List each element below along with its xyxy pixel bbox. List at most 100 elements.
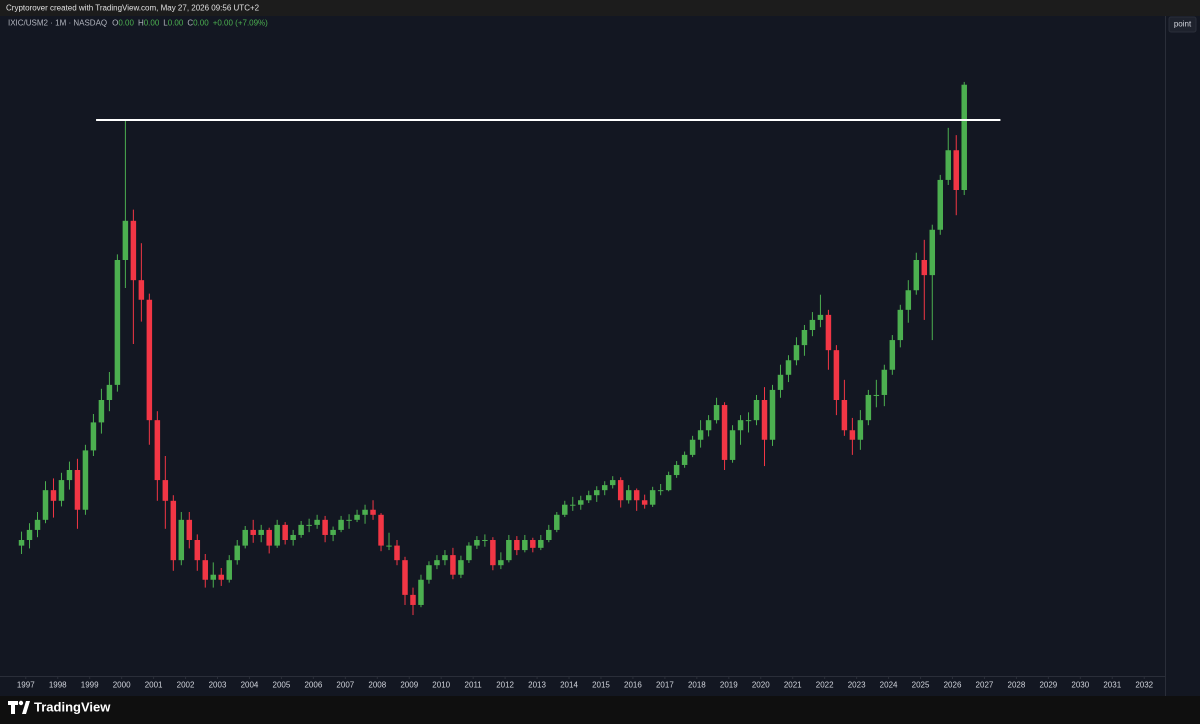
candle-body — [673, 464, 680, 476]
candle-body — [98, 400, 105, 423]
candle-body — [122, 220, 129, 260]
x-tick-label: 2004 — [241, 681, 259, 690]
candle-body — [554, 514, 560, 530]
x-tick-label: 2021 — [784, 681, 802, 690]
candle-body — [737, 420, 744, 431]
candle-body — [402, 560, 408, 595]
candle-body — [506, 540, 512, 561]
candle-body — [370, 509, 376, 515]
ohlc-label: C — [187, 19, 193, 28]
candle-body — [266, 529, 272, 546]
candle-body — [442, 555, 448, 561]
candle-body — [633, 490, 640, 501]
x-tick-label: 2025 — [912, 681, 930, 690]
candle-body — [42, 490, 49, 520]
x-tick-label: 1997 — [17, 681, 35, 690]
x-tick-label: 2007 — [336, 681, 354, 690]
x-tick-label: 2020 — [752, 681, 770, 690]
brand: TradingView — [34, 699, 111, 714]
candles — [18, 81, 967, 616]
candle-body — [50, 490, 57, 501]
x-tick-label: 2031 — [1103, 681, 1121, 690]
candle-body — [905, 290, 912, 310]
candle-body — [945, 150, 951, 180]
candle-body — [178, 519, 185, 561]
x-tick-label: 2030 — [1071, 681, 1089, 690]
candle-body — [753, 400, 760, 421]
candle-body — [18, 540, 25, 546]
symbol-legend: IXIC/USM2 · 1M · NASDAQ O0.00 H0.00 L0.00 C0… — [8, 19, 268, 28]
x-tick-label: 2008 — [368, 681, 386, 690]
candle-body — [498, 560, 504, 566]
x-tick-label: 2006 — [304, 681, 322, 690]
x-tick-label: 2005 — [273, 681, 291, 690]
candle-body — [681, 454, 688, 465]
candle-body — [953, 150, 959, 190]
candle-body — [170, 500, 177, 561]
candle-body — [330, 529, 336, 535]
candle-body — [162, 480, 169, 501]
candle-body — [578, 500, 584, 505]
x-tick-label: 2028 — [1008, 681, 1026, 690]
candle-body — [937, 179, 944, 230]
candle-body — [306, 524, 312, 526]
x-tick-label: 2032 — [1135, 681, 1153, 690]
x-tick-label: 2027 — [976, 681, 994, 690]
chart-panel — [0, 16, 1200, 696]
point-button-label[interactable]: point — [1174, 20, 1192, 29]
candle-body — [617, 480, 624, 501]
change: +0.00 (+7.09%) — [213, 19, 268, 28]
candle-body — [889, 340, 896, 370]
candle-body — [857, 420, 864, 440]
candle-body — [154, 420, 161, 481]
candle-body — [90, 422, 97, 451]
candle-body — [530, 540, 536, 548]
candle-body — [881, 369, 888, 395]
candle-body — [354, 514, 360, 520]
candle-body — [921, 260, 928, 276]
ohlc-label: H — [138, 19, 144, 28]
candle-body — [609, 480, 616, 486]
x-tick-label: 2002 — [177, 681, 195, 690]
candle-body — [865, 394, 872, 421]
candle-body — [601, 485, 608, 491]
candle-body — [705, 420, 712, 431]
candle-body — [298, 524, 304, 535]
x-tick-label: 2013 — [528, 681, 546, 690]
x-tick-label: 2009 — [400, 681, 418, 690]
x-tick-label: 2014 — [560, 681, 578, 690]
ohlc-label: O — [112, 19, 118, 28]
candle-body — [538, 540, 544, 548]
x-tick-label: 2003 — [209, 681, 227, 690]
candle-body — [625, 490, 632, 501]
top-bar — [0, 0, 1200, 16]
x-tick-label: 2024 — [880, 681, 898, 690]
candle-body — [809, 319, 816, 330]
candle-body — [274, 524, 280, 546]
candle-body — [74, 470, 81, 510]
point-button[interactable] — [1168, 16, 1197, 33]
x-tick-label: 2019 — [720, 681, 738, 690]
candle-body — [897, 309, 904, 341]
candle-body — [282, 524, 288, 540]
candle-body — [514, 540, 520, 551]
candle-body — [777, 374, 784, 390]
candle-body — [58, 480, 65, 501]
candle-body — [258, 529, 264, 535]
x-tick-label: 2022 — [816, 681, 834, 690]
x-tick-label: 2023 — [848, 681, 866, 690]
ohlc-value: 0.00 — [168, 19, 184, 28]
x-tick-label: 2011 — [465, 681, 483, 690]
candle-body — [689, 439, 696, 455]
candle-body — [825, 314, 832, 351]
candle-body — [913, 260, 920, 291]
candle-body — [394, 545, 400, 561]
x-tick-label: 2026 — [944, 681, 962, 690]
ohlc-value: 0.00 — [118, 19, 134, 28]
candle-body — [474, 540, 480, 546]
candle-body — [745, 420, 752, 422]
candle-body — [418, 579, 424, 605]
candle-body — [346, 519, 352, 521]
logo-part — [11, 701, 15, 714]
